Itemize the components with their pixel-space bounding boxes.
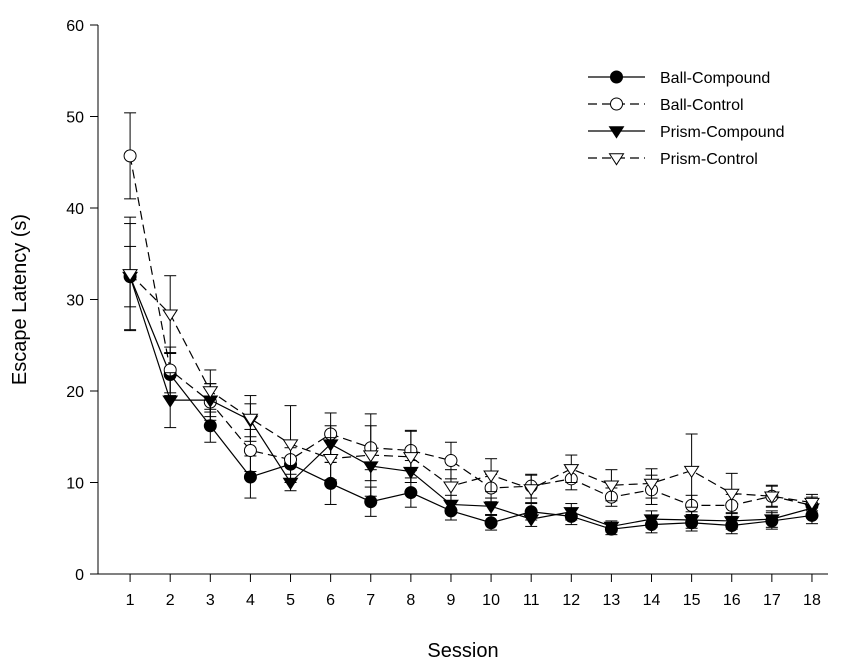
data-point xyxy=(322,454,339,467)
data-point xyxy=(362,450,379,463)
legend: Ball-Compound Ball-Control Prism-Compound P… xyxy=(588,70,784,168)
x-tick-label: 1 xyxy=(126,592,135,609)
x-tick-label: 10 xyxy=(482,592,500,609)
x-tick-label: 7 xyxy=(366,592,375,609)
y-axis-ticks: 0 10 20 30 40 50 60 xyxy=(66,18,98,584)
x-tick-label: 4 xyxy=(246,592,255,609)
data-point xyxy=(643,478,660,491)
data-point xyxy=(723,516,740,529)
data-point xyxy=(484,516,498,530)
x-tick-label: 15 xyxy=(683,592,701,609)
y-tick-label: 60 xyxy=(66,18,84,35)
legend-item: Prism-Compound xyxy=(588,124,784,141)
data-point xyxy=(202,386,219,399)
data-point xyxy=(162,309,179,322)
data-point xyxy=(763,514,780,527)
legend-marker xyxy=(608,153,625,166)
x-tick-label: 5 xyxy=(286,592,295,609)
data-point xyxy=(282,439,299,452)
series-line xyxy=(129,273,813,504)
data-point xyxy=(723,488,740,502)
series-ball-control xyxy=(123,112,819,517)
x-tick-label: 13 xyxy=(603,592,621,609)
data-point xyxy=(122,269,139,282)
y-tick-label: 0 xyxy=(75,567,84,584)
data-point xyxy=(243,443,257,457)
x-axis-ticks: 1 2 3 4 5 6 7 8 9 10 11 12 13 14 15 16 17 18 xyxy=(126,574,821,609)
series-layer xyxy=(122,112,820,536)
x-tick-label: 3 xyxy=(206,592,215,609)
data-point xyxy=(563,507,580,520)
data-point xyxy=(763,491,780,504)
legend-marker xyxy=(610,70,623,84)
x-tick-label: 14 xyxy=(643,592,661,609)
data-point xyxy=(683,465,700,479)
x-tick-label: 18 xyxy=(803,592,821,609)
x-tick-label: 8 xyxy=(406,592,415,609)
series-ball-compound xyxy=(123,223,819,536)
y-tick-label: 30 xyxy=(66,293,84,310)
series-prism-control xyxy=(122,216,820,515)
data-point xyxy=(603,521,620,534)
data-point xyxy=(243,470,257,484)
data-point xyxy=(804,497,820,511)
data-point xyxy=(683,515,700,528)
data-point xyxy=(483,470,499,483)
series-line xyxy=(129,276,813,528)
data-point xyxy=(523,484,540,497)
legend-item: Prism-Control xyxy=(588,151,758,168)
y-axis-title: Escape Latency (s) xyxy=(9,214,31,385)
y-tick-label: 50 xyxy=(66,110,84,127)
x-tick-label: 9 xyxy=(447,592,456,609)
data-point xyxy=(242,413,259,427)
y-tick-label: 10 xyxy=(66,476,84,493)
legend-item: Ball-Control xyxy=(588,97,744,114)
y-tick-label: 20 xyxy=(66,384,84,401)
legend-label: Ball-Compound xyxy=(660,70,770,87)
legend-item: Ball-Compound xyxy=(588,70,770,87)
legend-label: Ball-Control xyxy=(660,97,744,114)
data-point xyxy=(563,464,580,477)
x-tick-label: 16 xyxy=(723,592,741,609)
data-point xyxy=(162,395,179,408)
legend-label: Prism-Control xyxy=(660,151,758,168)
data-point xyxy=(523,514,540,527)
data-point xyxy=(402,452,419,465)
data-point xyxy=(443,481,459,494)
series-prism-compound xyxy=(122,245,820,534)
data-point xyxy=(444,454,458,468)
legend-marker xyxy=(610,97,623,111)
legend-label: Prism-Compound xyxy=(660,124,784,141)
data-point xyxy=(643,514,660,527)
series-line xyxy=(129,155,813,506)
legend-marker xyxy=(608,126,625,139)
data-point xyxy=(404,486,418,500)
x-axis-title: Session xyxy=(427,640,498,660)
data-point xyxy=(364,495,378,509)
x-tick-label: 2 xyxy=(166,592,175,609)
x-tick-label: 11 xyxy=(523,592,540,609)
data-point xyxy=(483,501,499,514)
data-point xyxy=(123,149,137,163)
data-point xyxy=(603,480,620,493)
data-point xyxy=(203,419,217,433)
x-tick-label: 12 xyxy=(562,592,580,609)
x-tick-label: 17 xyxy=(763,592,781,609)
series-line xyxy=(129,276,813,530)
y-tick-label: 40 xyxy=(66,201,84,218)
x-tick-label: 6 xyxy=(326,592,335,609)
